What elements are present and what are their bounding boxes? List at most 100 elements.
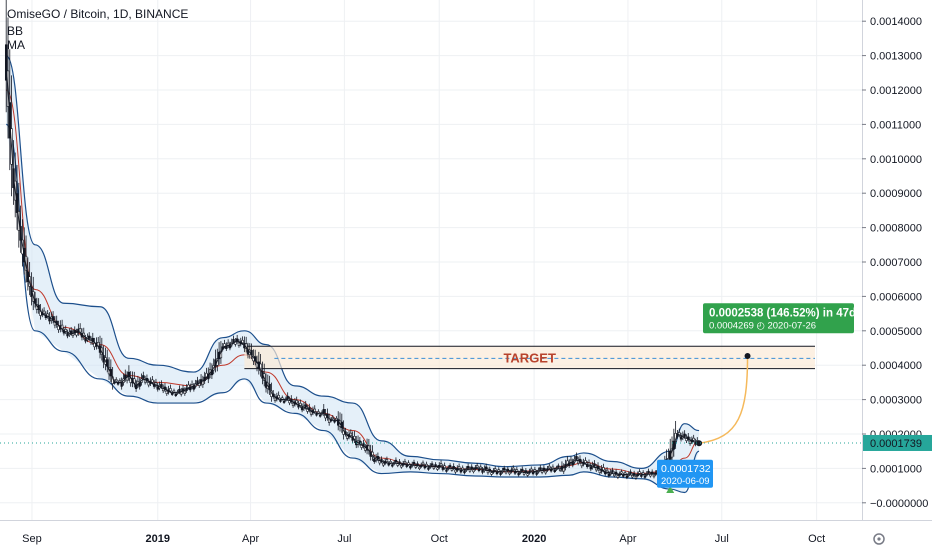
candle-body <box>566 460 569 465</box>
candle-body <box>416 463 419 466</box>
candle-body <box>499 472 502 475</box>
candle-body <box>562 467 565 472</box>
bb-upper-line <box>5 55 700 470</box>
gear-icon-center <box>877 537 881 541</box>
price-tick-label: −0.0000000 <box>870 498 928 510</box>
candle-body <box>304 404 307 408</box>
time-tick-label: 2020 <box>522 533 546 545</box>
time-tick-label: Jul <box>715 533 729 545</box>
time-tick-label: Jul <box>337 533 351 545</box>
price-tick-label: 0.0010000 <box>870 154 922 166</box>
candle-body <box>466 466 470 469</box>
candle-body <box>629 471 632 474</box>
candle-body <box>421 462 425 465</box>
price-tick-label: 0.0014000 <box>870 16 922 28</box>
candle-body <box>91 337 94 343</box>
candle-body <box>178 388 181 393</box>
candle-body <box>475 465 479 468</box>
candle-body <box>493 468 497 471</box>
candle-body <box>450 468 454 471</box>
price-tick-label: 0.0012000 <box>870 85 922 97</box>
candle-body <box>409 466 412 469</box>
candle-body <box>544 470 547 474</box>
candle-body <box>490 472 493 475</box>
candle-body <box>382 462 385 466</box>
price-series <box>4 0 700 485</box>
candle-body <box>313 408 316 412</box>
time-tick-label: Apr <box>619 533 636 545</box>
candle-body <box>508 471 511 475</box>
candle-body <box>318 414 322 417</box>
candle-body <box>223 343 226 347</box>
candle-body <box>557 465 560 468</box>
time-tick-label: Apr <box>242 533 259 545</box>
projection-info-line1: 0.0002538 (146.52%) in 47d <box>709 307 856 319</box>
candle-body <box>539 467 542 470</box>
candle-body <box>584 460 587 464</box>
candle-body <box>484 466 488 470</box>
candle-body <box>512 467 515 471</box>
candle-body <box>472 469 475 473</box>
candle-body <box>616 475 620 478</box>
price-line <box>5 62 700 476</box>
candle-body <box>418 466 421 470</box>
candle-body <box>394 459 398 463</box>
candle-body <box>286 395 289 399</box>
candle-body <box>481 469 484 473</box>
candle-body <box>277 394 280 399</box>
price-tick-label: 0.0009000 <box>870 188 922 200</box>
projection-info-line2: 0.0004269 ◴ 2020-07-26 <box>709 320 816 331</box>
price-tick-label: 0.0006000 <box>870 291 922 303</box>
candle-body <box>151 379 154 383</box>
candle-body <box>333 420 336 423</box>
candle-body <box>607 473 611 477</box>
price-marker-box <box>657 459 713 488</box>
indicator-ma-label[interactable]: MA <box>7 38 25 52</box>
time-tick-label: Oct <box>431 533 448 545</box>
candle-body <box>683 433 686 437</box>
candle-body <box>75 332 78 336</box>
signal-arrow-icon <box>666 486 675 494</box>
candle-body <box>160 383 163 387</box>
projection-info-box <box>703 303 854 334</box>
candle-body <box>317 411 320 414</box>
candle-body <box>575 456 578 460</box>
price-tick-label: 0.0007000 <box>870 257 922 269</box>
candle-body <box>87 335 91 339</box>
candle-body <box>403 461 407 464</box>
candle-body <box>445 469 448 472</box>
price-tick-label: 0.0003000 <box>870 395 922 407</box>
candle-body <box>459 470 463 473</box>
target-zone: TARGET <box>244 345 815 370</box>
bollinger-bands <box>5 55 700 494</box>
price-axis-panel <box>862 0 932 550</box>
projection-end-dot <box>744 352 751 359</box>
candle-body <box>602 467 605 471</box>
candle-body <box>232 339 235 343</box>
chart-grid <box>0 0 862 520</box>
candle-body <box>436 467 439 470</box>
candle-body <box>358 440 362 444</box>
candle-body <box>652 474 656 478</box>
candle-body <box>192 386 196 390</box>
candle-body <box>172 390 176 393</box>
candle-body <box>427 467 430 470</box>
candle-body <box>196 380 199 384</box>
candle-body <box>228 345 232 349</box>
gear-icon <box>873 533 885 545</box>
price-tick-label: 0.0011000 <box>870 119 921 131</box>
candle-body <box>389 461 392 464</box>
time-tick-label: Oct <box>808 533 825 545</box>
candle-body <box>506 468 510 471</box>
candle-body <box>571 462 574 466</box>
candle-body <box>548 465 551 469</box>
candle-body <box>187 384 190 388</box>
candle-body <box>69 330 73 334</box>
indicator-bb-label[interactable]: BB <box>7 24 24 38</box>
price-tick-label: 0.0013000 <box>870 51 922 63</box>
candle-body <box>116 382 120 385</box>
candle-body <box>282 400 286 403</box>
